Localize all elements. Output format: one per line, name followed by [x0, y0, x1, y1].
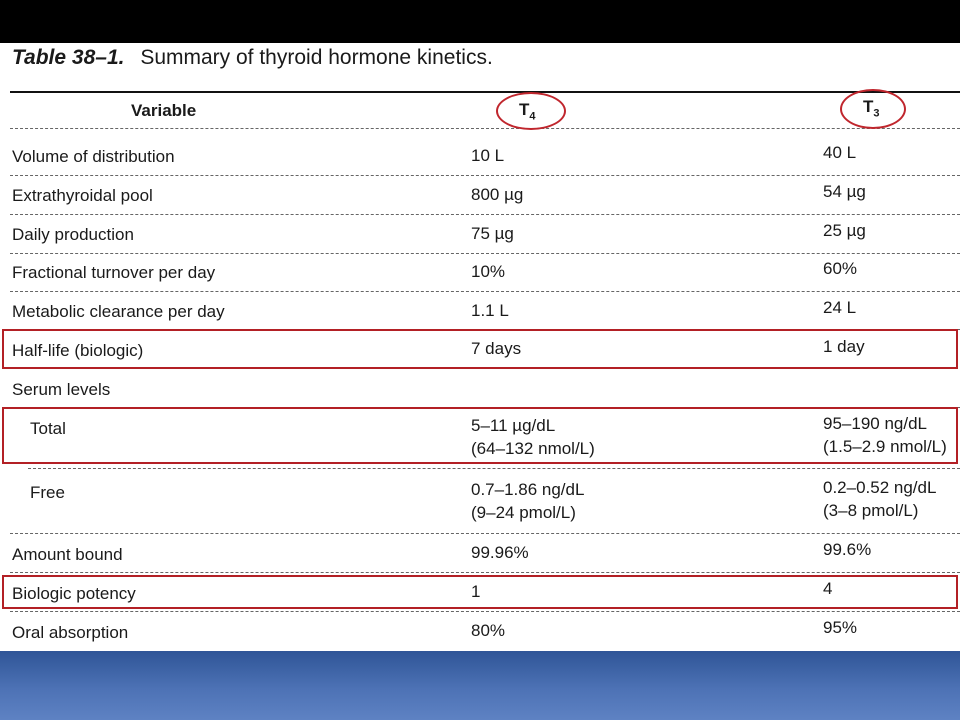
- row-label: Volume of distribution: [12, 147, 175, 166]
- potency-highlight-box: [2, 575, 958, 609]
- t4-value: 75 µg: [471, 224, 514, 243]
- t4-value-si: (64–132 nmol/L): [471, 439, 595, 458]
- row-label: Oral absorption: [12, 623, 129, 642]
- top-black-bar: [0, 0, 960, 43]
- t3-value: 25 µg: [823, 221, 866, 240]
- t4-value: 7 days: [471, 339, 522, 358]
- row-label: Biologic potency: [12, 584, 136, 603]
- row-rule: [10, 533, 960, 534]
- t4-value: 1: [471, 582, 481, 601]
- half-life-highlight-box: [2, 329, 958, 369]
- t3-value: 24 L: [823, 298, 857, 317]
- t3-value: 95–190 ng/dL: [823, 414, 927, 433]
- table-title: Table 38–1. Summary of thyroid hormone k…: [12, 46, 493, 70]
- t4-value: 99.96%: [471, 543, 529, 562]
- row-label: Daily production: [12, 225, 134, 244]
- total-serum-highlight-box: [2, 407, 958, 464]
- row-label: Extrathyroidal pool: [12, 186, 153, 205]
- t3-value: 54 µg: [823, 182, 866, 201]
- row-rule: [10, 253, 960, 254]
- row-label-group: Serum levels: [12, 380, 111, 399]
- table-caption: Summary of thyroid hormone kinetics.: [140, 46, 493, 69]
- t4-value: 1.1 L: [471, 301, 509, 320]
- row-rule: [10, 214, 960, 215]
- t3-value: 0.2–0.52 ng/dL: [823, 478, 937, 497]
- t3-value: 60%: [823, 259, 858, 278]
- row-label: Fractional turnover per day: [12, 263, 216, 282]
- t4-value: 5–11 µg/dL: [471, 416, 556, 435]
- row-rule: [10, 291, 960, 292]
- row-label: Half-life (biologic): [12, 341, 144, 360]
- t4-value: 10 L: [471, 146, 505, 165]
- t3-value: 40 L: [823, 143, 857, 162]
- t4-value: 800 µg: [471, 185, 524, 204]
- row-label: Total: [30, 419, 66, 438]
- t3-value: 4: [823, 579, 833, 598]
- t4-value: 0.7–1.86 ng/dL: [471, 480, 585, 499]
- t4-value: 10%: [471, 262, 506, 281]
- t3-value: 1 day: [823, 337, 865, 356]
- row-label: Amount bound: [12, 545, 123, 564]
- t3-value: 95%: [823, 618, 858, 637]
- t3-value-si: (3–8 pmol/L): [823, 501, 919, 520]
- top-rule: [10, 91, 960, 93]
- bottom-blue-bar: [0, 651, 960, 720]
- table-number: Table 38–1.: [12, 46, 125, 69]
- t4-value: 80%: [471, 621, 506, 640]
- header-rule: [10, 128, 960, 129]
- t3-circle-annotation: [840, 89, 906, 129]
- row-rule: [10, 572, 960, 573]
- t4-value-si: (9–24 pmol/L): [471, 503, 576, 522]
- t3-value: 99.6%: [823, 540, 872, 559]
- row-rule: [10, 611, 960, 612]
- row-label: Free: [30, 483, 65, 502]
- row-rule: [28, 468, 960, 469]
- row-rule: [10, 175, 960, 176]
- t3-value-si: (1.5–2.9 nmol/L): [823, 437, 947, 456]
- column-header-variable: Variable: [131, 101, 197, 120]
- row-label: Metabolic clearance per day: [12, 302, 225, 321]
- t4-circle-annotation: [496, 92, 566, 130]
